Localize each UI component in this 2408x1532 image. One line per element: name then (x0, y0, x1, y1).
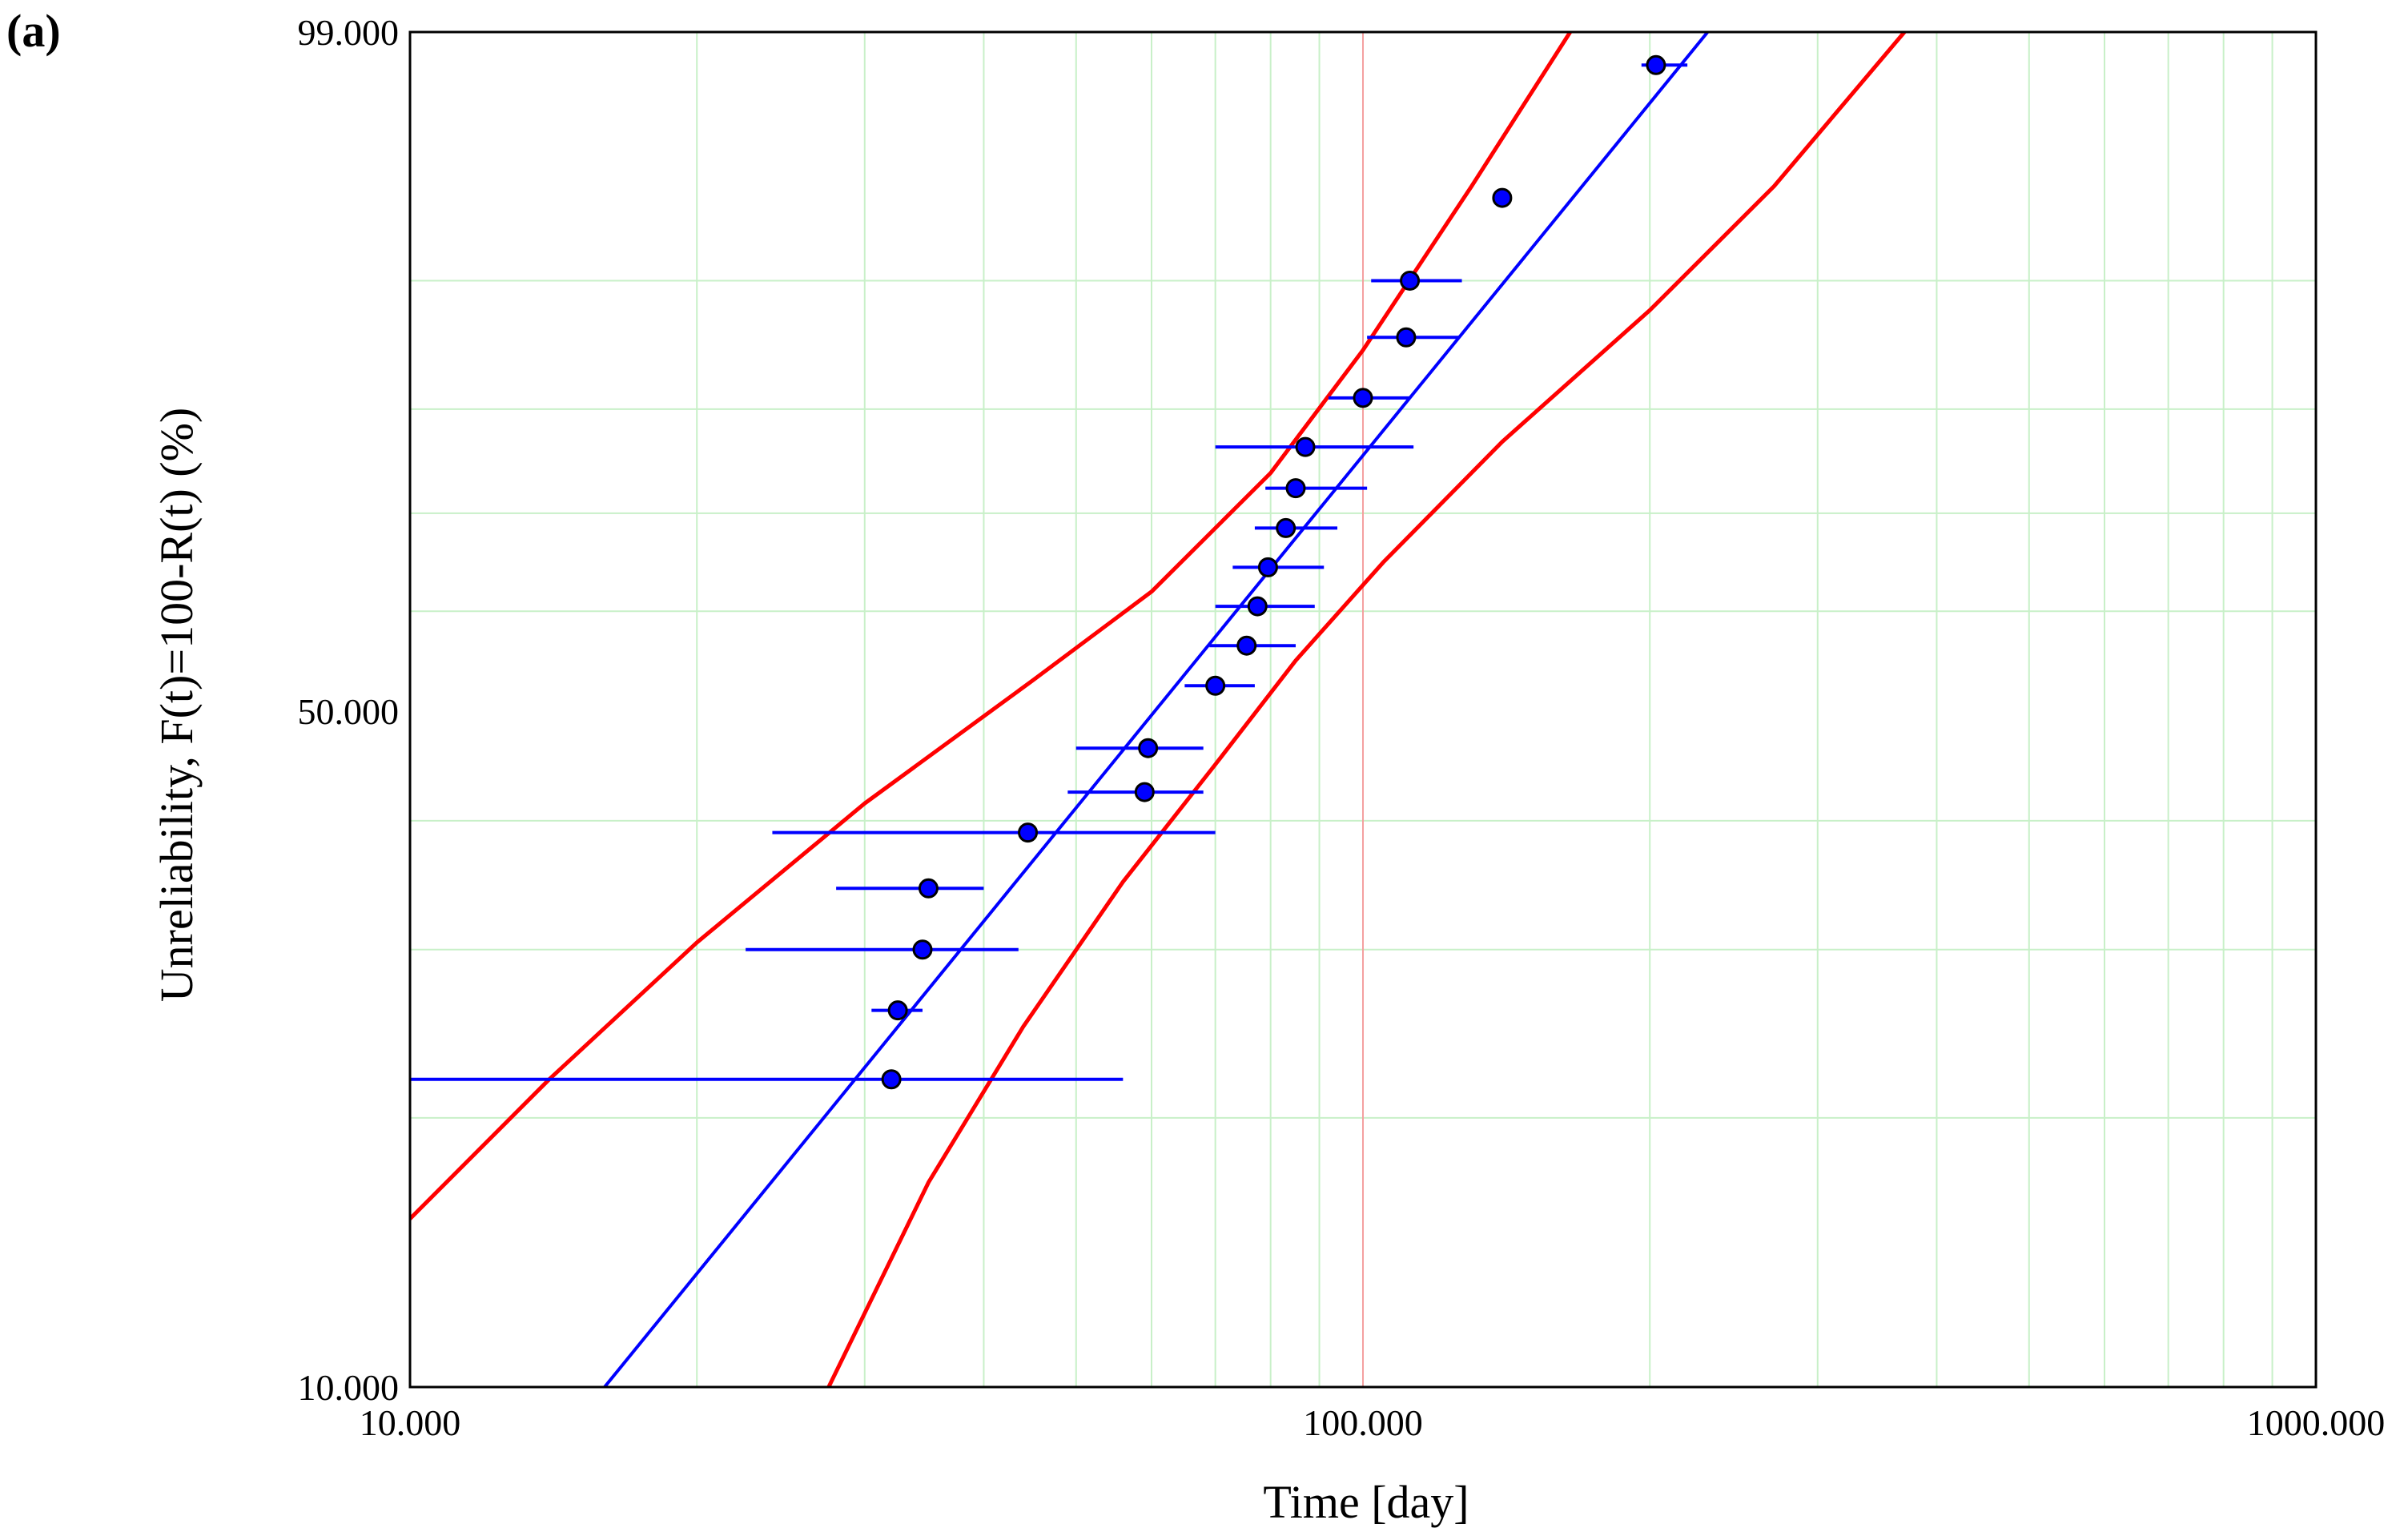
confidence-bound-upper (410, 32, 1572, 1220)
data-point (1134, 782, 1155, 802)
x-tick-label: 1000.000 (2247, 1402, 2386, 1443)
x-tick-label: 100.000 (1303, 1402, 1423, 1443)
x-axis-title: Time [day] (1263, 1476, 1469, 1528)
fit-line (603, 32, 1710, 1387)
data-point (1018, 822, 1039, 843)
data-point (887, 1000, 908, 1021)
y-tick-label: 50.000 (298, 691, 400, 732)
data-point (912, 939, 933, 960)
data-point (1205, 675, 1226, 696)
data-point (1295, 436, 1316, 457)
data-point (1276, 517, 1296, 538)
data-point (1257, 557, 1278, 577)
y-tick-label: 10.000 (298, 1367, 400, 1408)
y-tick-label: 99.000 (298, 12, 400, 53)
axis-ticks: 10.000 100.000 1000.000 10.000 50.000 99.000 (298, 12, 2386, 1443)
x-tick-label: 10.000 (360, 1402, 461, 1443)
data-point (1646, 54, 1666, 75)
data-point (881, 1069, 902, 1090)
data-point (1492, 187, 1513, 208)
data-point (1400, 270, 1421, 291)
data-point (1353, 388, 1373, 408)
plot-frame (408, 30, 2318, 1389)
panel-label: (a) (6, 5, 61, 57)
data-point (1285, 478, 1306, 499)
data-point (918, 878, 939, 899)
data-point (1138, 738, 1159, 758)
data-point (1247, 596, 1268, 617)
data-points (410, 54, 1688, 1090)
data-point (1236, 635, 1257, 656)
y-axis-title: Unreliability, F(t)=100-R(t) (%) (151, 408, 203, 1003)
data-point (1396, 327, 1417, 348)
